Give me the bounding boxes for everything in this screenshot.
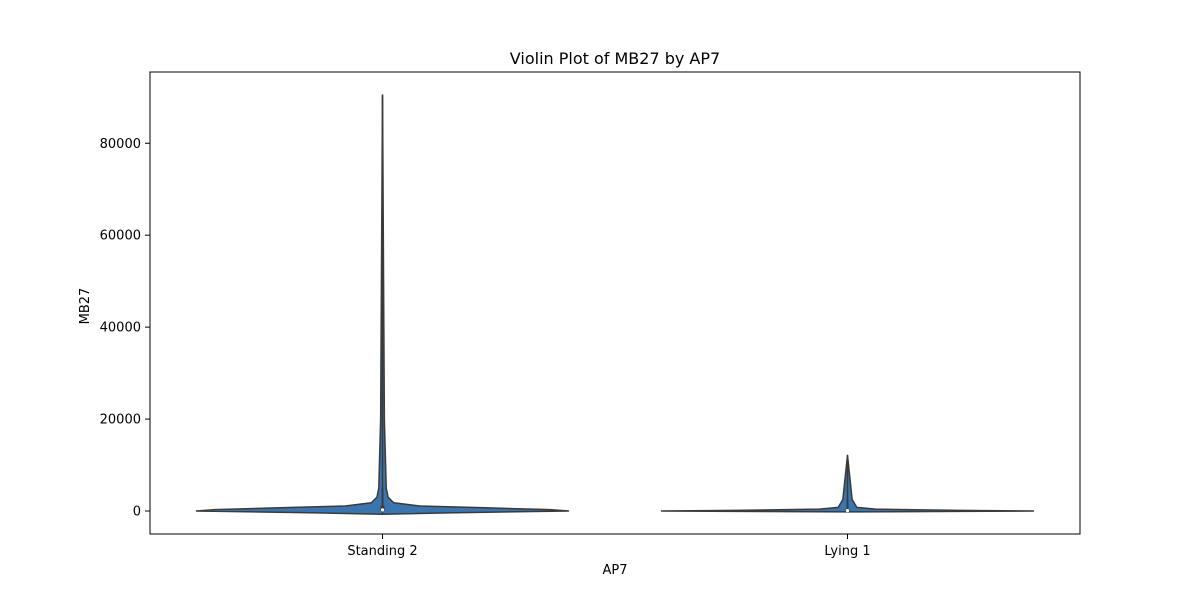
x-tick-label: Standing 2 — [347, 544, 417, 559]
violins-layer — [195, 94, 1035, 515]
chart-title: Violin Plot of MB27 by AP7 — [510, 49, 720, 68]
y-tick-label: 60000 — [100, 229, 141, 244]
y-tick-label: 80000 — [100, 137, 141, 152]
x-tick-label: Lying 1 — [824, 544, 870, 559]
y-axis-label: MB27 — [78, 288, 93, 325]
y-tick-label: 40000 — [100, 321, 141, 336]
y-tick-label: 20000 — [100, 413, 141, 428]
x-axis: Standing 2 Lying 1 — [347, 534, 871, 559]
y-axis: 0 20000 40000 60000 80000 — [100, 137, 150, 520]
violin-1 — [660, 454, 1035, 513]
violin-0 — [195, 94, 570, 515]
violin-median — [845, 509, 850, 513]
violin-median — [380, 508, 385, 512]
x-axis-label: AP7 — [602, 563, 627, 578]
y-tick-label: 0 — [133, 505, 141, 520]
plot-frame — [149, 71, 1081, 535]
